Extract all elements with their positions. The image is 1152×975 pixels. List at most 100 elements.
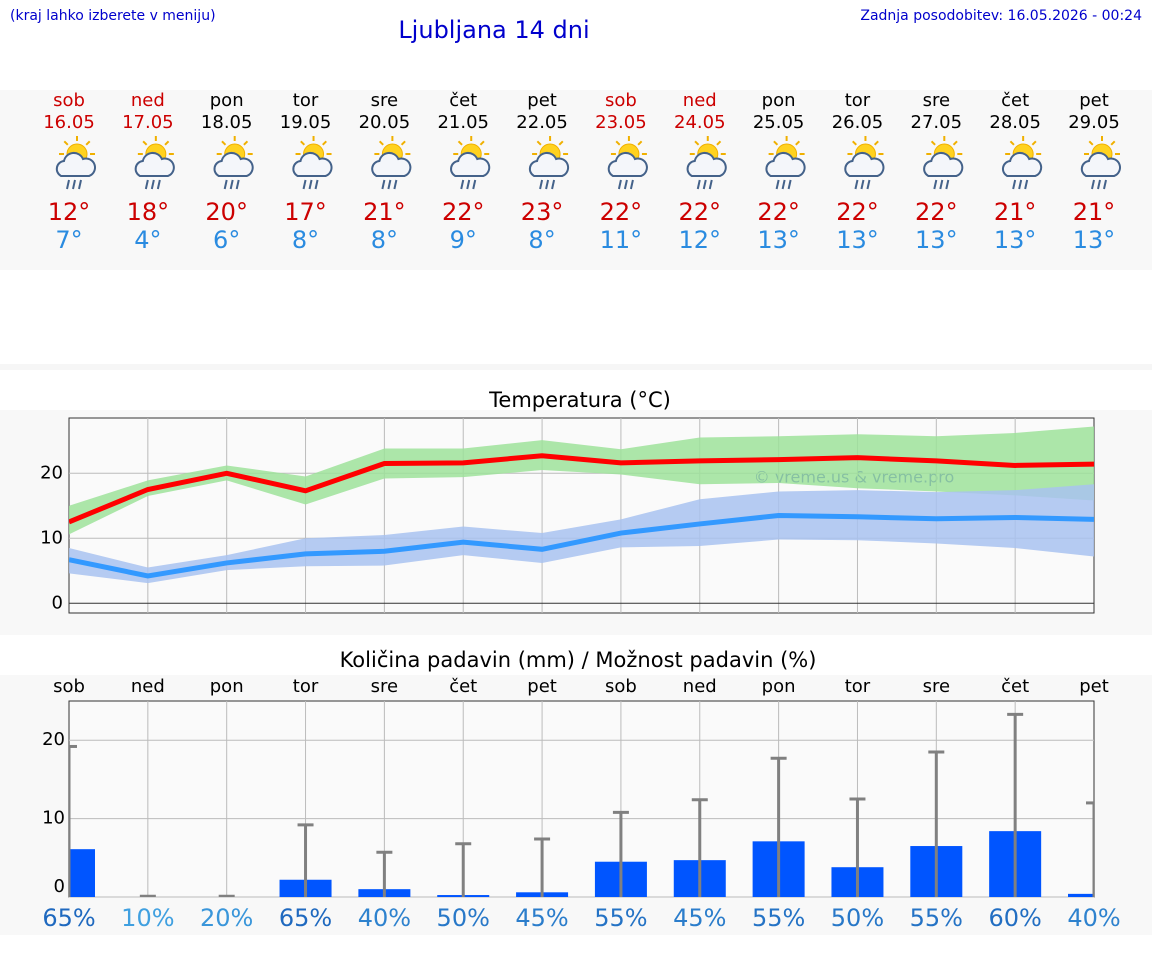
rain [466,179,471,190]
sun-ray [930,140,936,146]
temp-high: 22° [678,198,721,226]
y-tick-label: 10 [40,527,63,548]
sun-ray [795,140,801,146]
temp-low: 8° [292,226,319,254]
cloud [607,151,648,177]
date: 20.05 [359,112,411,133]
rain [539,179,544,190]
chance-label: 50% [831,904,884,932]
temp-high: 23° [521,198,564,226]
temp-low: 6° [213,226,240,254]
temp-high: 18° [127,198,170,226]
sun-ray [243,140,249,146]
weather-icon [923,136,964,190]
weather-icon [134,136,175,190]
x-tick-label: sob [605,676,637,697]
weekday: ned [683,90,717,111]
sun-ray [142,140,148,146]
temp-high: 22° [442,198,485,226]
rain [939,179,944,190]
rain [314,179,319,190]
rain [1091,179,1095,190]
precip-series [69,712,1094,897]
range-band [69,484,1094,584]
rain [460,179,465,190]
chance-label: 55% [594,904,647,932]
weekday: sob [53,90,85,111]
updated: Zadnja posodobitev: 16.05.2026 - 00:24 [860,8,1142,24]
weather-icon [686,136,727,190]
rain [629,179,634,190]
temp-low: 13° [1073,226,1116,254]
temp-low: 8° [371,226,398,254]
date: 28.05 [989,112,1041,133]
sun-ray [400,140,406,146]
sun-ray [322,140,327,146]
header-note: (kraj lahko izberete v meniju) [10,8,216,24]
sun-ray [85,140,91,146]
sun-ray [1110,140,1116,146]
sun-ray [1088,140,1094,146]
x-tick-label: pet [1079,676,1109,697]
cloud [213,151,254,177]
rain [945,179,950,190]
rain [1103,179,1107,190]
weather-icon [1080,136,1121,190]
x-tick-label: pon [210,676,244,697]
temp-high: 22° [757,198,800,226]
chance-label: 65% [279,904,332,932]
weather-icon [292,136,333,190]
temp-high: 21° [363,198,406,226]
y-tick-label: 0 [54,876,65,897]
weekday: čet [1001,90,1029,111]
page-title: Ljubljana 14 dni [398,16,589,44]
x-tick-label: tor [293,676,319,697]
date: 23.05 [595,112,647,133]
cloud [1001,151,1043,177]
rain [696,179,701,190]
weekday: čet [449,90,477,111]
weekday: pon [762,90,796,111]
x-tick-label: pet [527,676,557,697]
sun-ray [615,140,621,146]
chance-label: 60% [988,904,1041,932]
cloud [844,151,885,177]
date: 18.05 [201,112,253,133]
bar [1068,893,1094,897]
rain [1018,179,1023,190]
cloud [765,151,806,177]
bar [69,849,95,897]
temp-high: 20° [205,198,248,226]
rain [156,179,161,190]
temp-low: 13° [915,226,958,254]
chance-label: 55% [910,904,963,932]
sun-ray [63,140,69,146]
temp-low: 13° [757,226,800,254]
date: 24.05 [674,112,726,133]
chance-label: 10% [121,904,174,932]
y-tick-label: 10 [42,808,65,829]
rain [144,179,149,190]
weather-icon [844,136,885,190]
date: 21.05 [437,112,489,133]
sun-ray [852,140,857,146]
rain [72,179,76,190]
x-tick-label: ned [683,676,717,697]
chance-label: 65% [42,904,95,932]
date: 25.05 [753,112,805,133]
rain [617,179,622,190]
temp-line [69,453,1094,525]
date: 29.05 [1068,112,1120,133]
rain [545,179,550,190]
rain [702,179,707,190]
y-tick-label: 20 [42,729,65,750]
weather-icon [450,136,491,190]
cloud [292,151,333,177]
weekday: sre [371,90,398,111]
forecast-band [0,90,1152,270]
rain [308,179,313,190]
weather-icon [528,136,570,190]
rain [235,179,240,190]
y-tick-label: 20 [40,462,63,483]
